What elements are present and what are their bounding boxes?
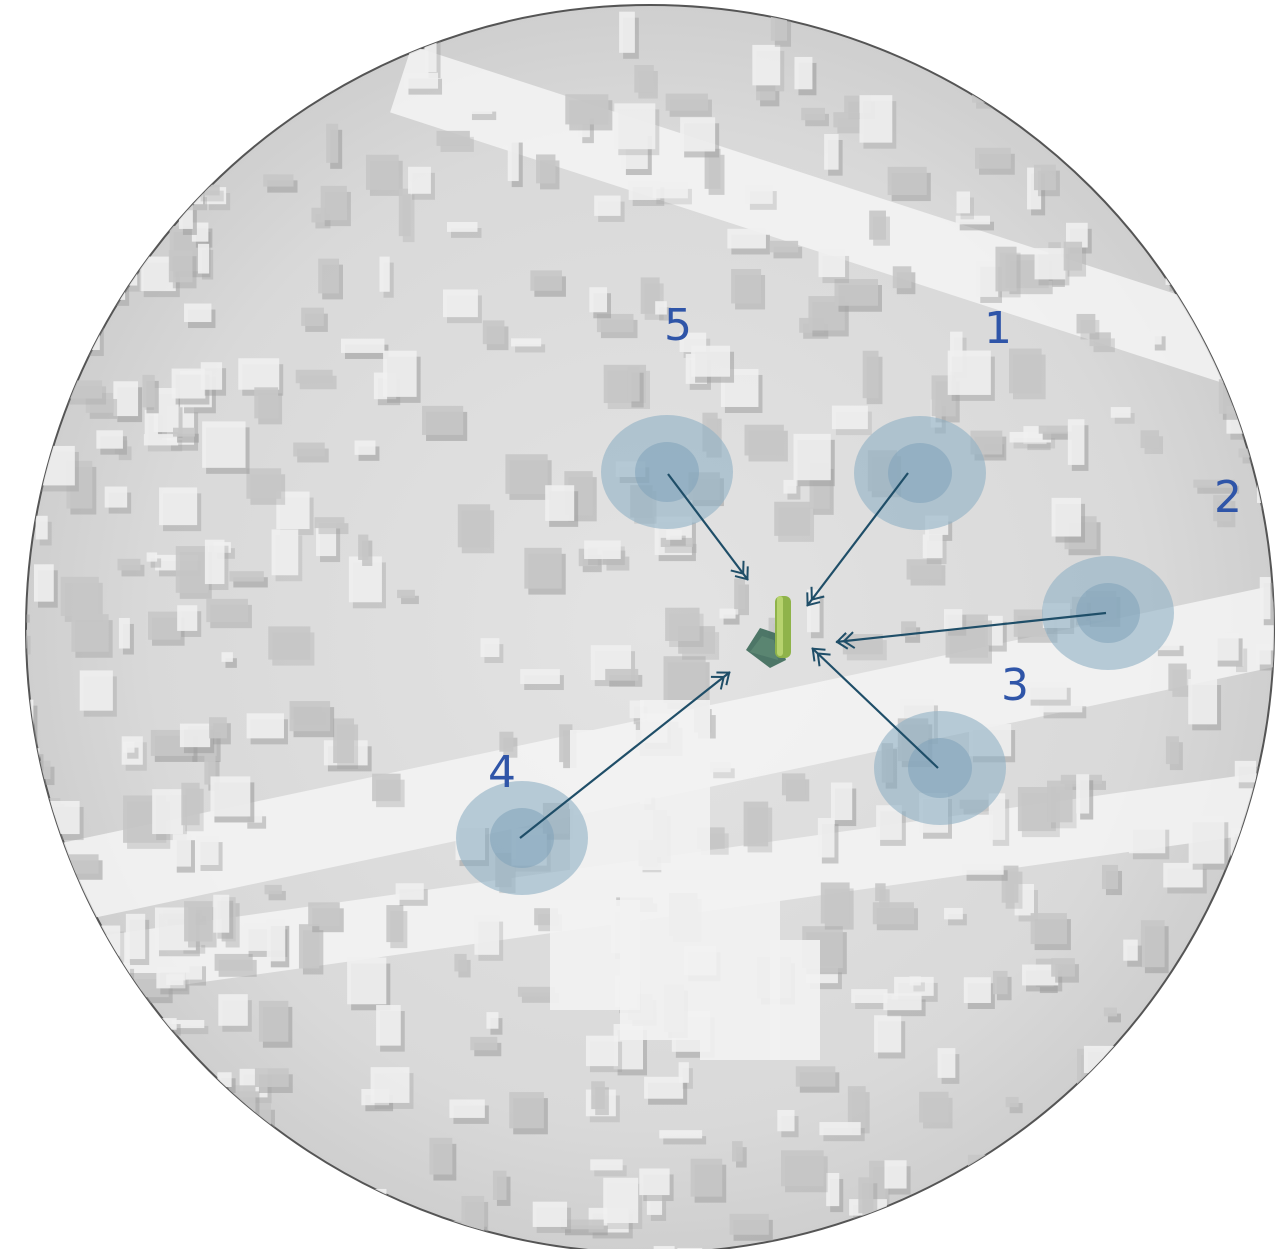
sightline-arrow xyxy=(835,611,1107,650)
sightline-arrow xyxy=(806,472,909,607)
sightline-arrow xyxy=(811,647,939,769)
sightline-arrow xyxy=(519,671,731,839)
viewpoint-label-5: 5 xyxy=(664,300,692,351)
viewpoint-core xyxy=(908,738,972,798)
viewpoint-2 xyxy=(835,556,1174,670)
viewpoint-core xyxy=(888,443,952,503)
viewpoint-core xyxy=(1076,583,1140,643)
viewpoint-4 xyxy=(456,671,731,895)
target-building xyxy=(746,596,791,668)
viewpoint-label-2: 2 xyxy=(1214,472,1242,523)
viewpoint-label-3: 3 xyxy=(1001,660,1029,711)
viewpoint-label-4: 4 xyxy=(488,747,516,798)
viewpoint-core xyxy=(635,442,699,502)
viewpoint-label-1: 1 xyxy=(984,303,1012,354)
viewpoint-labels: 1 2 3 4 5 xyxy=(488,300,1242,798)
viewpoint-5 xyxy=(601,415,749,581)
viewpoint-3 xyxy=(811,647,1006,825)
viewpoint-1 xyxy=(806,416,986,607)
sightline-arrow xyxy=(667,473,749,581)
viewpoint-core xyxy=(490,808,554,868)
viewpoint-layer xyxy=(456,415,1174,895)
